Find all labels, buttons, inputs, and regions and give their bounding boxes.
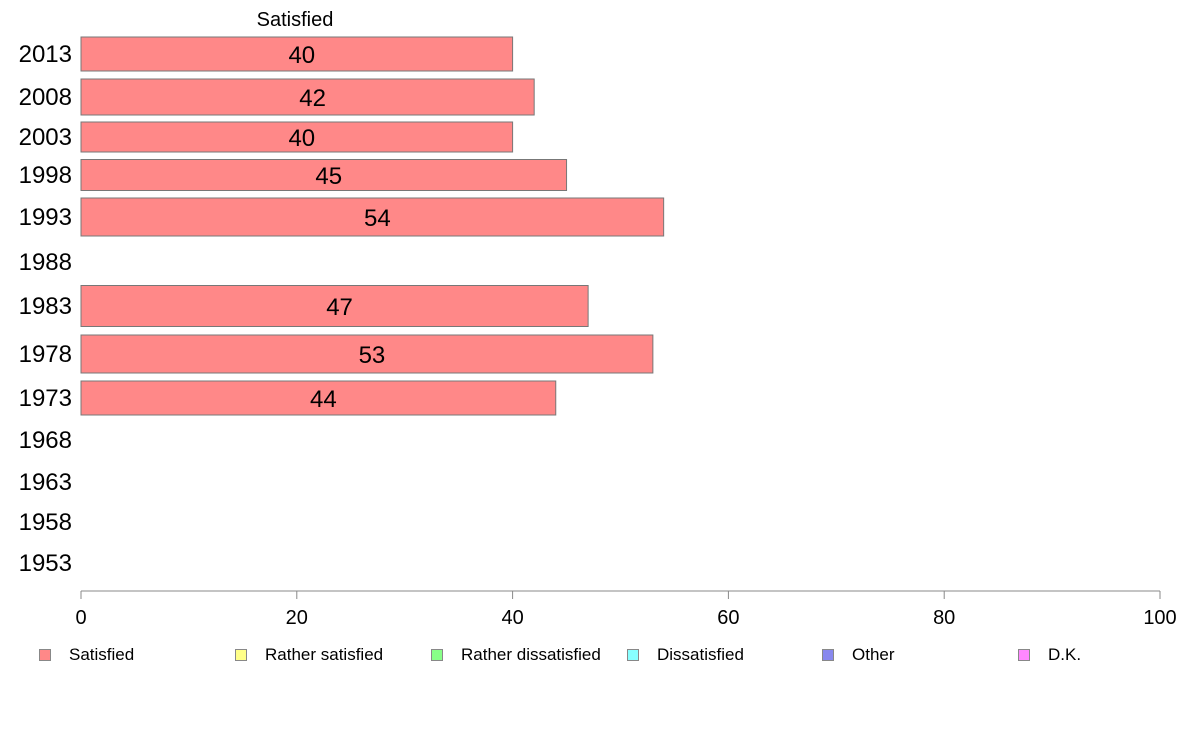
legend-swatch xyxy=(431,649,443,661)
x-tick-label: 60 xyxy=(717,607,739,629)
legend-item: Satisfied xyxy=(39,645,134,665)
x-tick-label: 100 xyxy=(1143,607,1176,629)
data-label: 54 xyxy=(364,205,391,232)
bar-2008 xyxy=(80,78,535,116)
bar-2013 xyxy=(80,36,514,72)
category-label: 1988 xyxy=(19,249,72,276)
category-label: 1978 xyxy=(19,341,72,368)
category-label: 2003 xyxy=(19,124,72,151)
legend-swatch xyxy=(235,649,247,661)
category-label: 1963 xyxy=(19,469,72,496)
bar-1978 xyxy=(80,334,654,374)
category-label: 1993 xyxy=(19,204,72,231)
category-label: 1958 xyxy=(19,509,72,536)
bar-2003 xyxy=(80,121,514,153)
x-tick-label: 80 xyxy=(933,607,955,629)
bar-1998 xyxy=(80,159,568,191)
legend: Satisfied Rather satisfied Rather dissatis… xyxy=(0,645,1188,669)
legend-item: Other xyxy=(822,645,895,665)
legend-swatch xyxy=(1018,649,1030,661)
legend-swatch xyxy=(39,649,51,661)
legend-label: Other xyxy=(852,645,895,664)
legend-item: Dissatisfied xyxy=(627,645,744,665)
legend-label: Rather dissatisfied xyxy=(461,645,601,664)
bar-1983 xyxy=(80,285,589,327)
legend-item: Rather dissatisfied xyxy=(431,645,601,665)
category-label: 1968 xyxy=(19,427,72,454)
legend-label: Satisfied xyxy=(69,645,135,664)
bar-1973 xyxy=(80,380,557,416)
legend-item: Rather satisfied xyxy=(235,645,383,665)
legend-label: Dissatisfied xyxy=(657,645,744,664)
legend-swatch xyxy=(822,649,834,661)
legend-swatch xyxy=(627,649,639,661)
legend-label: D.K. xyxy=(1048,645,1082,664)
x-tick-label: 40 xyxy=(501,607,523,629)
data-label: 40 xyxy=(288,42,315,69)
bar-1993 xyxy=(80,197,665,237)
legend-item: D.K. xyxy=(1018,645,1081,665)
data-label: 53 xyxy=(359,342,386,369)
x-tick-label: 20 xyxy=(286,607,308,629)
category-label: 2008 xyxy=(19,84,72,111)
legend-label: Rather satisfied xyxy=(265,645,384,664)
x-tick-label: 0 xyxy=(75,607,86,629)
data-label: 45 xyxy=(315,163,342,190)
category-label: 2013 xyxy=(19,41,72,68)
data-label: 47 xyxy=(326,294,353,321)
category-label: 1953 xyxy=(19,550,72,577)
category-label: 1998 xyxy=(19,162,72,189)
data-label: 42 xyxy=(299,85,326,112)
column-header: Satisfied xyxy=(257,9,334,31)
category-label: 1983 xyxy=(19,293,72,320)
data-label: 40 xyxy=(288,125,315,152)
category-label: 1973 xyxy=(19,385,72,412)
data-label: 44 xyxy=(310,386,337,413)
